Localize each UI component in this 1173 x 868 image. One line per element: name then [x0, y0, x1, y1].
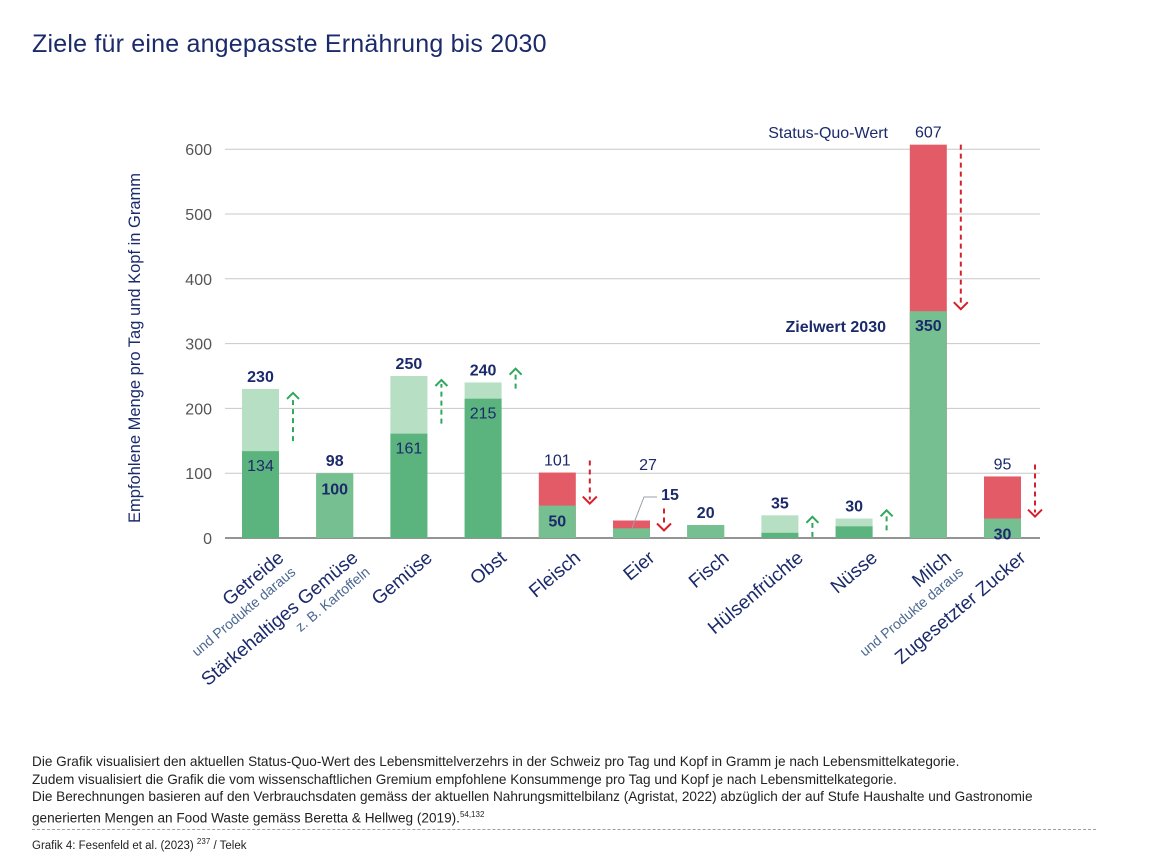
arrow-head-cat-10	[1027, 508, 1043, 518]
description-line-3: Die Berechnungen basieren auf den Verbra…	[32, 788, 1102, 827]
category-label-cat-3: Obst	[467, 547, 512, 589]
chart-title: Ziele für eine angepasste Ernährung bis …	[32, 30, 547, 58]
chart-description: Die Grafik visualisiert den aktuellen St…	[32, 753, 1102, 827]
credit-footnote-ref: 237	[196, 837, 211, 846]
value-label-top-cat-4: 101	[544, 453, 571, 470]
y-tick-400: 400	[185, 272, 212, 289]
value-label-top-cat-6: 20	[697, 505, 715, 522]
arrow-head-cat-7	[805, 515, 820, 524]
category-name-cat-4: Fleisch	[525, 547, 585, 602]
arrow-head-cat-3	[508, 367, 523, 376]
bar-status-quo-cat-7	[761, 532, 799, 538]
value-label-top-cat-8: 30	[845, 499, 863, 516]
category-label-cat-2: Gemüse	[368, 547, 437, 609]
category-label-cat-4: Fleisch	[525, 547, 585, 602]
category-name-cat-2: Gemüse	[368, 547, 437, 609]
category-label-cat-8: Nüsse	[827, 547, 882, 598]
source-credit: Grafik 4: Fesenfeld et al. (2023) 237 / …	[32, 837, 247, 852]
bar-status-quo-cat-6	[687, 525, 725, 538]
y-tick-600: 600	[185, 142, 212, 159]
bar-status-quo-cat-8	[835, 526, 873, 538]
description-footnote-ref: 54,132	[459, 809, 485, 819]
arrow-head-cat-0	[286, 391, 300, 400]
value-label-top-cat-5: 27	[639, 457, 657, 474]
y-tick-100: 100	[185, 466, 212, 483]
credit-suffix: / Telek	[210, 839, 247, 852]
category-name-cat-6: Fisch	[685, 547, 733, 592]
value-label-inside-cat-4: 50	[548, 514, 566, 531]
chart: 0 100 200 300 400 500 600 Empfohlene Menge pro …	[126, 125, 1043, 690]
arrow-head-cat-8	[879, 508, 894, 518]
value-label-top-cat-1: 98	[326, 453, 344, 470]
legend-target: Zielwert 2030	[786, 319, 887, 336]
arrow-head-cat-4	[582, 495, 598, 506]
description-line-2: Zudem visualisiert die Grafik die vom wi…	[32, 771, 897, 787]
arrow-head-cat-9	[953, 301, 969, 311]
bar-status-quo-cat-2	[390, 433, 428, 538]
value-label-inside-cat-2: 161	[396, 441, 423, 458]
description-line-1: Die Grafik visualisiert den aktuellen St…	[32, 754, 960, 769]
value-label-target-cat-9: 350	[915, 318, 942, 335]
value-label-inside-cat-1: 100	[321, 481, 348, 498]
value-label-top-cat-3: 240	[470, 362, 497, 379]
bar-status-quo-cat-1	[316, 474, 354, 538]
bar-status-quo-cat-3	[464, 398, 502, 538]
footer-divider	[32, 829, 1096, 830]
leader-line-cat-5	[631, 496, 657, 529]
bar-target-cat-10	[984, 518, 1021, 538]
value-label-inside-cat-10: 30	[994, 527, 1012, 544]
y-tick-300: 300	[185, 337, 212, 354]
arrow-head-cat-5	[656, 522, 672, 532]
category-name-cat-3: Obst	[467, 547, 512, 589]
bar-target-cat-9	[909, 311, 947, 538]
y-axis-label: Empfohlene Menge pro Tag und Kopf in Gra…	[126, 173, 144, 523]
arrow-head-cat-2	[434, 378, 449, 387]
value-label-top-cat-2: 250	[396, 356, 423, 373]
value-label-inside-cat-3: 215	[470, 406, 497, 423]
value-label-inside-cat-0: 134	[247, 458, 274, 475]
y-tick-200: 200	[185, 401, 212, 418]
value-label-top-cat-10: 95	[994, 456, 1012, 473]
category-label-cat-6: Fisch	[685, 547, 733, 592]
category-name-cat-5: Eier	[620, 547, 660, 585]
bar-target-cat-5	[613, 528, 650, 538]
value-label-target-cat-5: 15	[661, 487, 679, 504]
value-label-top-cat-7: 35	[771, 495, 789, 512]
bar-status-quo-cat-0	[242, 451, 279, 538]
value-label-top-cat-0: 230	[247, 369, 274, 386]
y-tick-0: 0	[203, 531, 212, 548]
y-tick-500: 500	[185, 207, 212, 224]
value-label-top-cat-9: 607	[915, 125, 942, 142]
bar-target-cat-4	[538, 505, 576, 538]
description-line-3-text: Die Berechnungen basieren auf den Verbra…	[32, 789, 1033, 826]
bar-target-cat-7	[761, 515, 799, 538]
credit-text: Grafik 4: Fesenfeld et al. (2023)	[32, 839, 194, 852]
category-label-cat-5: Eier	[620, 547, 660, 585]
legend-status-quo: Status-Quo-Wert	[768, 125, 888, 142]
category-name-cat-8: Nüsse	[827, 547, 882, 598]
